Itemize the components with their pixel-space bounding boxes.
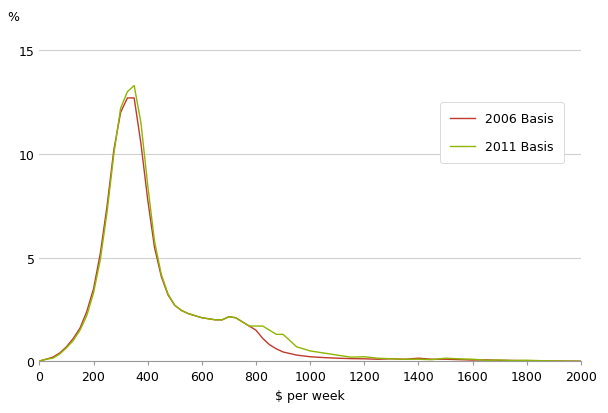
Line: 2006 Basis: 2006 Basis <box>40 99 581 361</box>
2006 Basis <box>137 142 145 147</box>
2006 Basis <box>164 293 171 298</box>
2011 Basis <box>293 344 300 349</box>
2006 Basis <box>97 252 104 256</box>
2006 Basis <box>36 359 43 364</box>
2011 Basis <box>578 359 585 364</box>
2006 Basis <box>578 359 585 364</box>
2011 Basis <box>171 303 178 308</box>
2011 Basis <box>164 292 171 297</box>
2006 Basis <box>124 96 131 101</box>
2011 Basis <box>131 84 138 89</box>
2011 Basis <box>137 121 145 126</box>
X-axis label: $ per week: $ per week <box>275 389 345 402</box>
2006 Basis <box>151 245 158 250</box>
Line: 2011 Basis: 2011 Basis <box>40 86 581 361</box>
Text: %: % <box>7 11 19 24</box>
2011 Basis <box>97 258 104 263</box>
2006 Basis <box>293 353 300 358</box>
2006 Basis <box>171 303 178 308</box>
Legend: 2006 Basis, 2011 Basis: 2006 Basis, 2011 Basis <box>440 103 564 164</box>
2011 Basis <box>151 239 158 244</box>
2011 Basis <box>36 359 43 364</box>
